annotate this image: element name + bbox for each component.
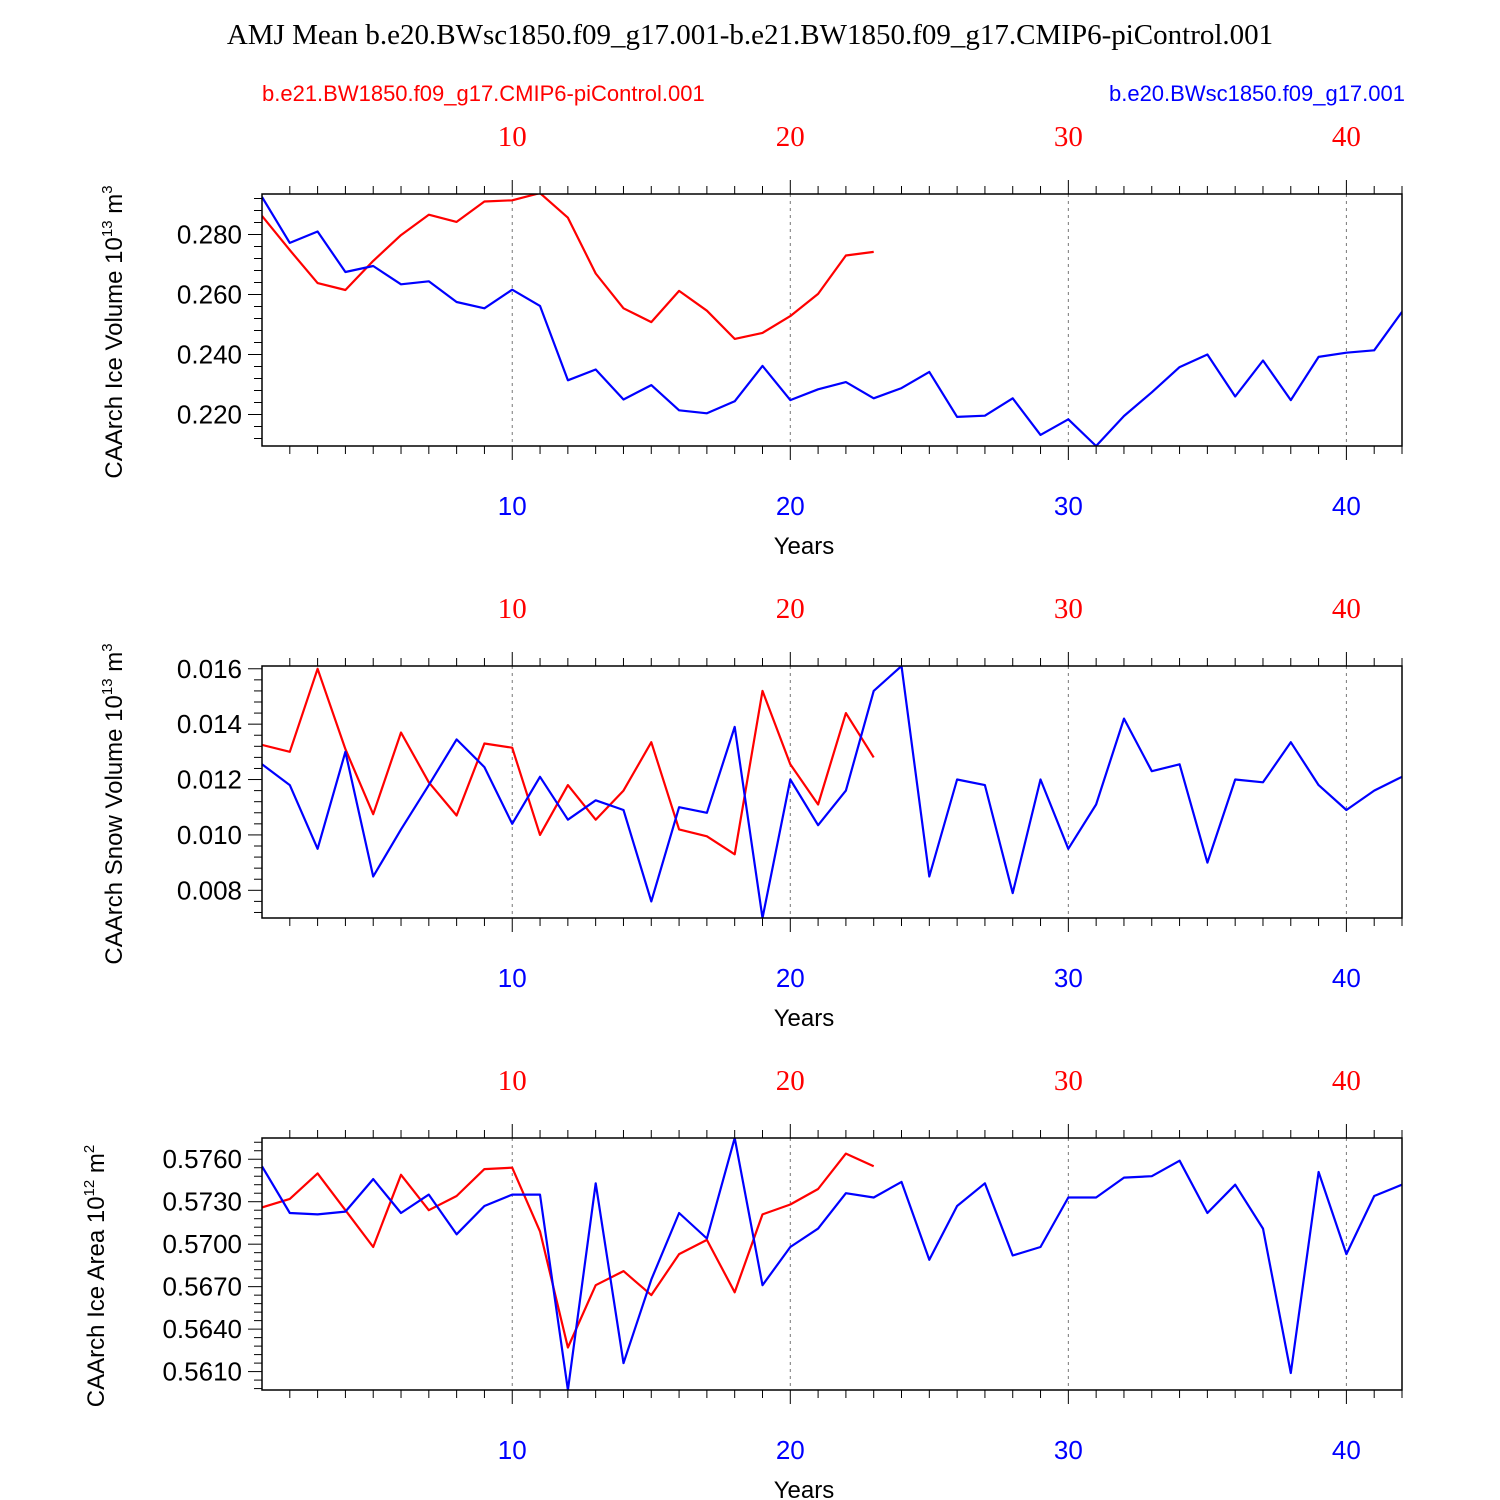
x-tick-label-blue: 10 [498,1435,527,1465]
x-tick-label-red: 10 [498,593,527,625]
series-line-blue [262,666,1402,918]
y-tick-label: 0.016 [177,654,242,684]
x-tick-label-blue: 40 [1332,1435,1361,1465]
x-tick-label-red: 20 [776,121,805,153]
panels-group: 0.220 0.240 0.260 0.280 10 10 20 20 30 30 40 40 Year… [81,121,1403,1500]
y-tick-label: 0.5640 [162,1314,242,1344]
x-tick-label-blue: 30 [1054,1435,1083,1465]
x-tick-label-blue: 30 [1054,963,1083,993]
x-tick-label-blue: 30 [1054,491,1083,521]
plot-frame [261,193,1403,447]
x-tick-label-red: 30 [1054,593,1083,625]
y-tick-label: 0.240 [177,340,242,370]
x-tick-label-blue: 20 [776,1435,805,1465]
y-tick-label: 0.012 [177,765,242,795]
x-tick-label-blue: 20 [776,963,805,993]
x-axis-label: Years [774,1477,835,1500]
y-tick-label: 0.008 [177,875,242,905]
chart-panel-3: 0.5610 0.5640 0.5670 0.5700 0.5730 0.5760 10 10… [81,1065,1403,1500]
y-axis-label: CAArch Ice Volume 1013 m3 [99,185,128,478]
y-axis-label: CAArch Ice Area 1012 m2 [81,1145,110,1407]
x-tick-label-blue: 40 [1332,491,1361,521]
x-tick-label-red: 10 [498,1065,527,1097]
x-tick-label-red: 10 [498,121,527,153]
x-tick-label-red: 30 [1054,1065,1083,1097]
x-tick-label-red: 40 [1332,121,1361,153]
y-tick-label: 0.220 [177,400,242,430]
series-line-blue [262,196,1402,446]
legend-red-label: b.e21.BW1850.f09_g17.CMIP6-piControl.001 [262,81,705,106]
chart-panel-2: 0.008 0.010 0.012 0.014 0.016 10 10 20 20 30 30 40 4… [99,593,1403,1032]
chart-panel-1: 0.220 0.240 0.260 0.280 10 10 20 20 30 30 40 40 Year… [99,121,1403,560]
x-tick-label-red: 20 [776,1065,805,1097]
x-axis-label: Years [774,1005,835,1032]
plot-frame [261,1137,1403,1391]
y-tick-label: 0.5610 [162,1357,242,1387]
y-tick-label: 0.5760 [162,1144,242,1174]
y-tick-label: 0.5700 [162,1229,242,1259]
x-tick-label-red: 30 [1054,121,1083,153]
y-tick-label: 0.5730 [162,1187,242,1217]
y-tick-label: 0.014 [177,709,242,739]
y-tick-label: 0.260 [177,280,242,310]
x-tick-label-blue: 20 [776,491,805,521]
legend-blue-label: b.e20.BWsc1850.f09_g17.001 [1109,81,1405,106]
y-tick-label: 0.280 [177,220,242,250]
y-axis-label: CAArch Snow Volume 1013 m3 [99,643,128,964]
x-tick-label-red: 20 [776,593,805,625]
y-tick-label: 0.010 [177,820,242,850]
series-line-red [262,1152,875,1349]
x-tick-label-blue: 40 [1332,963,1361,993]
series-line-red [262,667,875,856]
x-axis-label: Years [774,533,835,560]
series-line-red [262,194,874,340]
chart-title: AMJ Mean b.e20.BWsc1850.f09_g17.001-b.e2… [227,19,1273,51]
x-tick-label-red: 40 [1332,593,1361,625]
y-tick-label: 0.5670 [162,1272,242,1302]
x-tick-label-blue: 10 [498,491,527,521]
plot-frame [261,665,1403,919]
x-tick-label-blue: 10 [498,963,527,993]
series-line-blue [262,1138,1402,1390]
x-tick-label-red: 40 [1332,1065,1361,1097]
